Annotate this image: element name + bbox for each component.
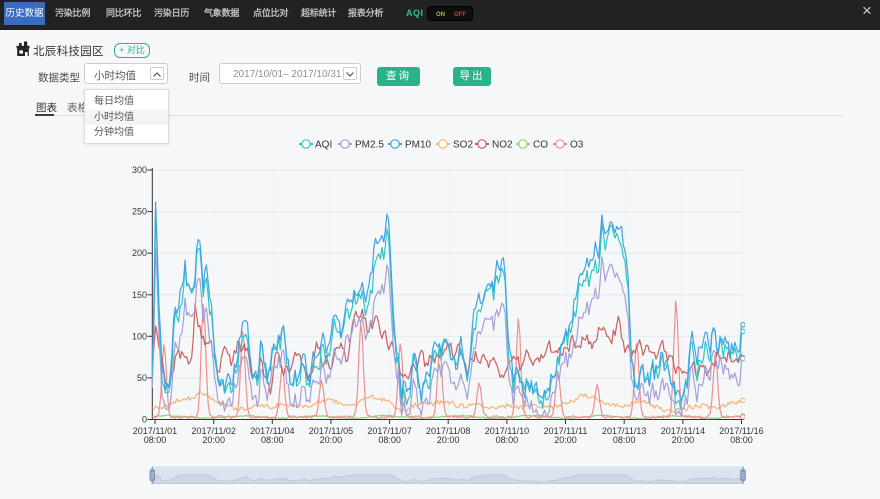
svg-text:20:00: 20:00 [554, 435, 577, 445]
svg-text:0: 0 [142, 415, 147, 425]
svg-text:20:00: 20:00 [202, 435, 225, 445]
svg-text:150: 150 [132, 290, 147, 300]
svg-text:20:00: 20:00 [672, 435, 695, 445]
svg-text:O3: O3 [570, 140, 584, 151]
svg-text:2017/11/02: 2017/11/02 [192, 426, 236, 436]
svg-text:PM2.5: PM2.5 [355, 140, 384, 151]
svg-text:2017/11/14: 2017/11/14 [661, 426, 705, 436]
svg-text:50: 50 [137, 373, 147, 383]
svg-text:2017/11/07: 2017/11/07 [367, 426, 411, 436]
svg-text:NO2: NO2 [492, 140, 513, 151]
svg-text:20:00: 20:00 [320, 435, 343, 445]
svg-text:2017/11/04: 2017/11/04 [250, 426, 294, 436]
svg-text:CO: CO [533, 140, 548, 151]
svg-text:2017/11/13: 2017/11/13 [602, 426, 646, 436]
svg-text:2017/11/16: 2017/11/16 [719, 426, 763, 436]
svg-text:PM10: PM10 [405, 140, 432, 151]
svg-text:300: 300 [132, 165, 147, 175]
svg-text:2017/11/08: 2017/11/08 [426, 426, 470, 436]
svg-text:08:00: 08:00 [730, 435, 753, 445]
svg-text:08:00: 08:00 [261, 435, 284, 445]
svg-text:08:00: 08:00 [613, 435, 636, 445]
svg-text:SO2: SO2 [453, 140, 473, 151]
svg-text:100: 100 [132, 331, 147, 341]
svg-text:2017/11/05: 2017/11/05 [309, 426, 353, 436]
svg-text:08:00: 08:00 [496, 435, 519, 445]
svg-text:08:00: 08:00 [144, 435, 167, 445]
svg-text:2017/11/11: 2017/11/11 [544, 426, 588, 436]
svg-text:2017/11/10: 2017/11/10 [485, 426, 529, 436]
svg-text:08:00: 08:00 [378, 435, 401, 445]
svg-text:20:00: 20:00 [437, 435, 460, 445]
svg-text:2017/11/01: 2017/11/01 [133, 426, 177, 436]
svg-text:AQI: AQI [315, 140, 332, 151]
svg-text:250: 250 [132, 207, 147, 217]
svg-text:200: 200 [132, 248, 147, 258]
